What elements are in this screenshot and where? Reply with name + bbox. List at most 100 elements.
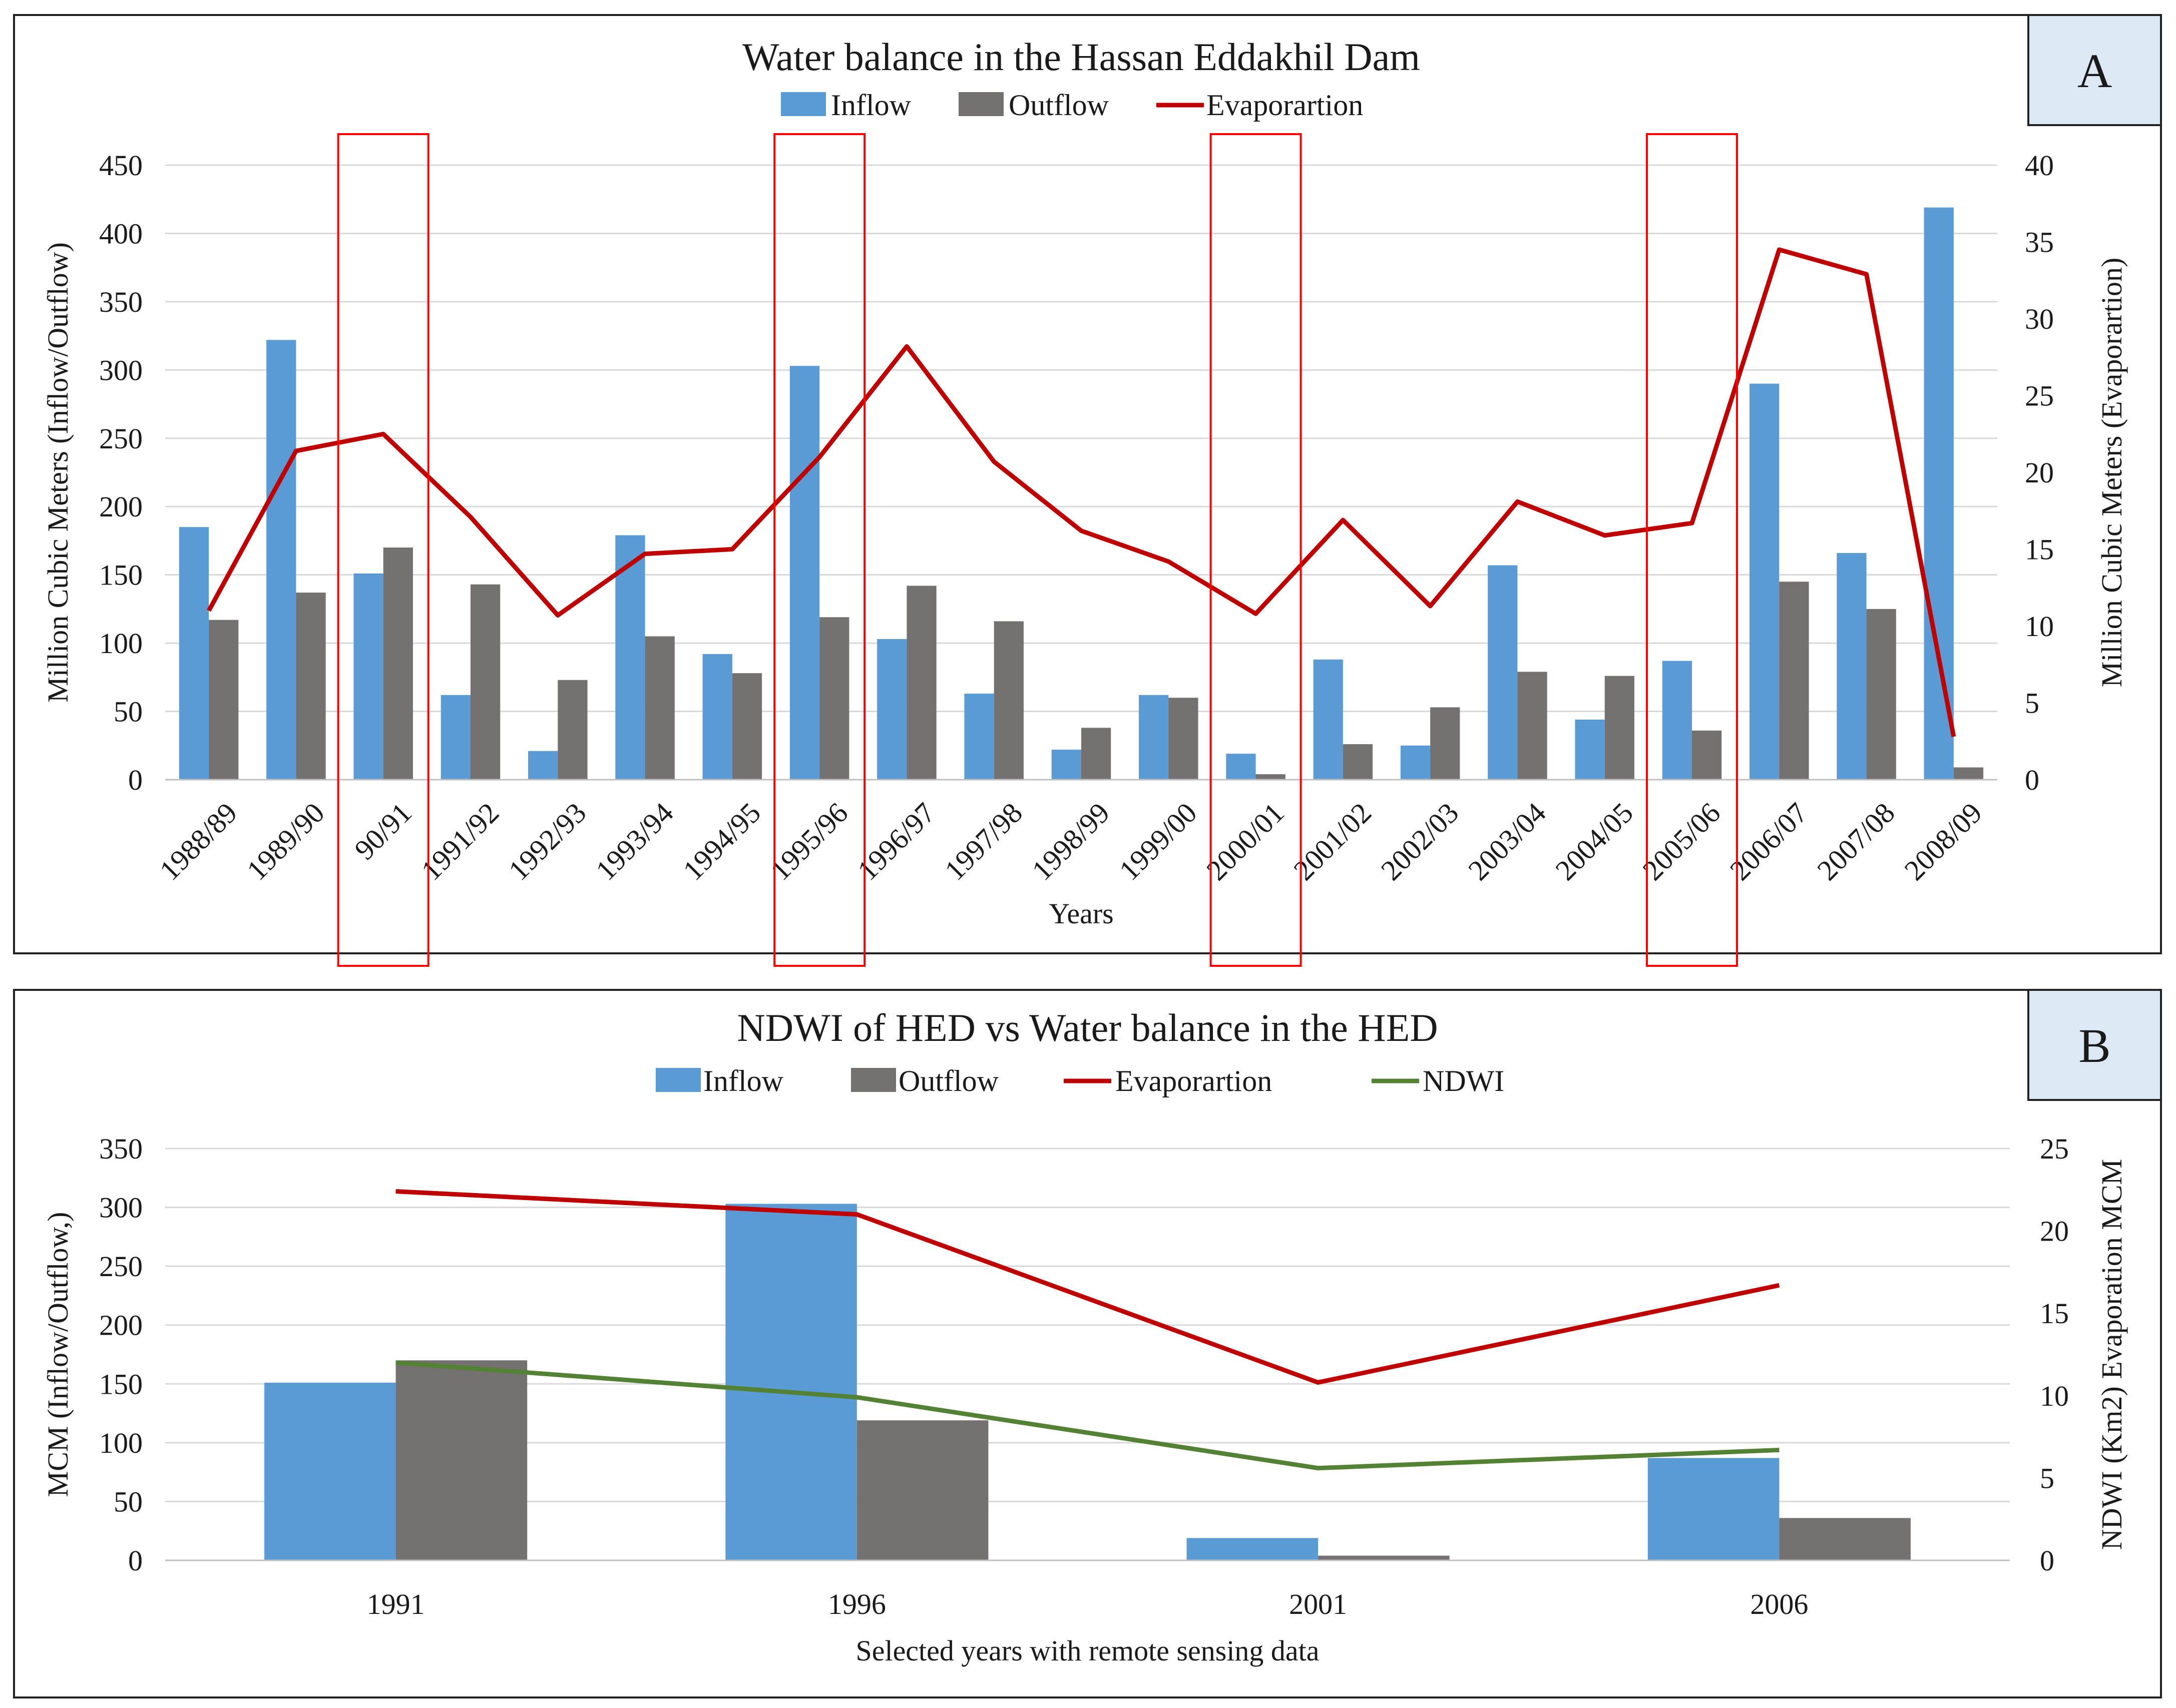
y2-tick-label: 30 xyxy=(2025,303,2054,335)
bar-outflow xyxy=(209,620,239,780)
bar-outflow xyxy=(1604,676,1634,780)
highlight-box xyxy=(1646,133,1738,967)
bar-inflow xyxy=(877,639,907,780)
x-tick-label: 2004/05 xyxy=(1549,796,1639,886)
y2-tick-label: 10 xyxy=(2025,610,2054,643)
bar-outflow xyxy=(819,617,849,780)
y-tick-label: 0 xyxy=(128,764,143,796)
y-tick-label: 250 xyxy=(99,1250,143,1283)
bar-inflow xyxy=(1837,553,1867,780)
x-tick-label: 2000/01 xyxy=(1200,796,1290,886)
y2-tick-label: 15 xyxy=(2040,1297,2069,1330)
line-evaporartion xyxy=(207,247,1956,737)
x-tick-label: 1992/93 xyxy=(502,796,592,886)
line-evaporartion xyxy=(395,1189,1780,1385)
y-tick-label: 250 xyxy=(99,422,143,455)
panel-label: B xyxy=(2078,1019,2110,1072)
highlight-box xyxy=(1209,133,1302,967)
y-tick-label: 450 xyxy=(99,149,143,182)
y2-axis-title: NDWI (Km2) Evaporation MCM xyxy=(2095,1159,2128,1550)
bar-outflow xyxy=(558,680,588,780)
bar-inflow xyxy=(1647,1458,1780,1560)
panel-label: A xyxy=(2077,44,2112,98)
panel-frame xyxy=(13,14,2162,954)
legend-swatch xyxy=(781,92,826,116)
y2-tick-label: 25 xyxy=(2025,380,2054,412)
y-tick-label: 50 xyxy=(114,1485,143,1518)
y2-tick-label: 5 xyxy=(2025,687,2039,720)
bar-outflow xyxy=(1081,728,1111,780)
bar-outflow xyxy=(471,584,501,780)
y-tick-label: 100 xyxy=(99,627,143,660)
bar-outflow xyxy=(1318,1555,1450,1560)
bar-outflow xyxy=(383,547,413,780)
bar-inflow xyxy=(441,695,471,780)
bar-inflow xyxy=(266,340,296,780)
x-tick-label: 2007/08 xyxy=(1811,796,1901,886)
y2-tick-label: 35 xyxy=(2025,226,2054,259)
x-tick-label: 1997/98 xyxy=(939,796,1029,886)
x-tick-label: 1994/95 xyxy=(677,796,767,886)
y2-axis-title: Million Cubic Meters (Evaporartion) xyxy=(2095,258,2128,688)
x-tick-label: 1996 xyxy=(828,1588,886,1620)
bar-inflow xyxy=(1662,661,1692,780)
bar-outflow xyxy=(907,586,937,780)
y2-tick-label: 25 xyxy=(2040,1132,2069,1165)
bar-inflow xyxy=(615,535,645,780)
bar-outflow xyxy=(645,636,675,780)
bar-inflow xyxy=(353,573,383,780)
bar-inflow xyxy=(1186,1538,1319,1560)
y-tick-label: 200 xyxy=(99,490,143,523)
bar-inflow xyxy=(1313,659,1343,780)
y-tick-label: 100 xyxy=(99,1427,143,1459)
y2-tick-label: 0 xyxy=(2025,764,2039,796)
legend-swatch xyxy=(851,1068,896,1092)
y-axis-title: MCM (Inflow/Outflow,) xyxy=(42,1212,74,1497)
bar-inflow xyxy=(1139,695,1169,780)
y-tick-label: 350 xyxy=(99,1132,143,1165)
x-tick-label: 1991 xyxy=(367,1588,425,1620)
bar-outflow xyxy=(1430,707,1460,780)
bar-inflow xyxy=(1750,383,1780,780)
y2-tick-label: 40 xyxy=(2025,149,2054,182)
bar-inflow xyxy=(1575,719,1605,780)
y-tick-label: 200 xyxy=(99,1309,143,1342)
bar-inflow xyxy=(964,694,994,780)
highlight-box xyxy=(773,133,866,967)
x-tick-label: 2005/06 xyxy=(1636,796,1726,886)
bar-inflow xyxy=(264,1382,396,1560)
bar-outflow xyxy=(994,621,1024,780)
bar-inflow xyxy=(1226,754,1256,780)
legend-label: Inflow xyxy=(831,89,912,122)
bar-outflow xyxy=(1517,672,1547,780)
y2-tick-label: 15 xyxy=(2025,533,2054,566)
bar-inflow xyxy=(179,527,209,780)
bar-inflow xyxy=(1400,745,1431,780)
y-tick-label: 300 xyxy=(99,354,143,386)
y-tick-label: 350 xyxy=(99,286,143,318)
x-tick-label: 2006 xyxy=(1750,1588,1808,1620)
bar-inflow xyxy=(528,751,558,780)
bar-outflow xyxy=(732,673,762,780)
y2-tick-label: 5 xyxy=(2040,1462,2054,1494)
legend-label: Outflow xyxy=(899,1064,999,1097)
legend-label: Outflow xyxy=(1009,89,1109,122)
y-tick-label: 150 xyxy=(99,1368,143,1400)
bar-outflow xyxy=(856,1420,989,1560)
x-tick-label: 1988/89 xyxy=(153,796,243,886)
bar-outflow xyxy=(296,593,326,780)
bar-outflow xyxy=(1343,744,1373,780)
bar-inflow xyxy=(789,366,820,780)
y2-tick-label: 0 xyxy=(2040,1544,2054,1577)
x-tick-label: 2008/09 xyxy=(1898,796,1988,886)
x-tick-label: 1989/90 xyxy=(240,796,330,886)
bar-inflow xyxy=(702,654,732,780)
y2-tick-label: 20 xyxy=(2040,1215,2069,1248)
x-axis-title: Selected years with remote sensing data xyxy=(855,1634,1319,1667)
line-ndwi xyxy=(395,1360,1780,1471)
bar-inflow xyxy=(1924,207,1954,780)
panel-frame xyxy=(13,989,2162,1698)
panel-label-box xyxy=(2027,14,2162,126)
legend-label: NDWI xyxy=(1423,1064,1504,1097)
y2-tick-label: 10 xyxy=(2040,1380,2069,1412)
